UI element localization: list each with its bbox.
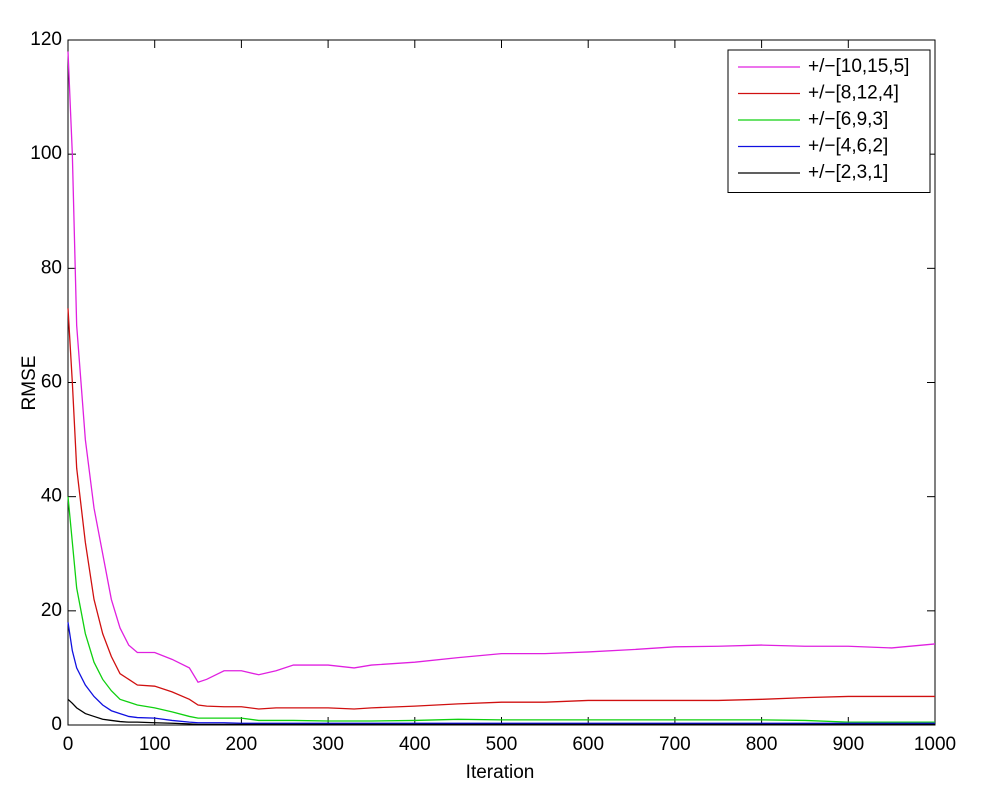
- y-tick-label: 80: [41, 257, 62, 278]
- series-line: [67, 51, 936, 683]
- x-tick-label: 600: [572, 734, 604, 755]
- y-tick-label: 100: [30, 143, 62, 164]
- y-axis-label: RMSE: [19, 356, 40, 411]
- legend-box: [727, 49, 931, 193]
- x-tick-label: 0: [63, 734, 74, 755]
- legend-label: +/−[10,15,5]: [808, 56, 909, 77]
- y-tick-label: 20: [41, 600, 62, 621]
- x-axis-label: Iteration: [466, 762, 535, 783]
- x-tick-label: 400: [399, 734, 431, 755]
- legend-label: +/−[8,12,4]: [808, 83, 899, 104]
- x-tick-label: 100: [139, 734, 171, 755]
- x-tick-label: 1000: [914, 734, 956, 755]
- legend-label: +/−[2,3,1]: [808, 162, 888, 183]
- y-tick-label: 120: [30, 29, 62, 50]
- series-line: [67, 308, 935, 710]
- x-tick-label: 500: [486, 734, 518, 755]
- x-tick-label: 900: [832, 734, 864, 755]
- x-tick-label: 300: [312, 734, 344, 755]
- y-tick-label: 0: [51, 714, 62, 735]
- legend-label: +/−[4,6,2]: [808, 136, 888, 157]
- series-line: [67, 496, 935, 723]
- x-tick-label: 800: [746, 734, 778, 755]
- y-tick-label: 60: [41, 372, 62, 393]
- y-tick-label: 40: [41, 486, 62, 507]
- series-line: [67, 698, 935, 726]
- x-tick-label: 700: [659, 734, 691, 755]
- legend-label: +/−[6,9,3]: [808, 109, 888, 130]
- series-line: [67, 622, 935, 724]
- x-tick-label: 200: [226, 734, 258, 755]
